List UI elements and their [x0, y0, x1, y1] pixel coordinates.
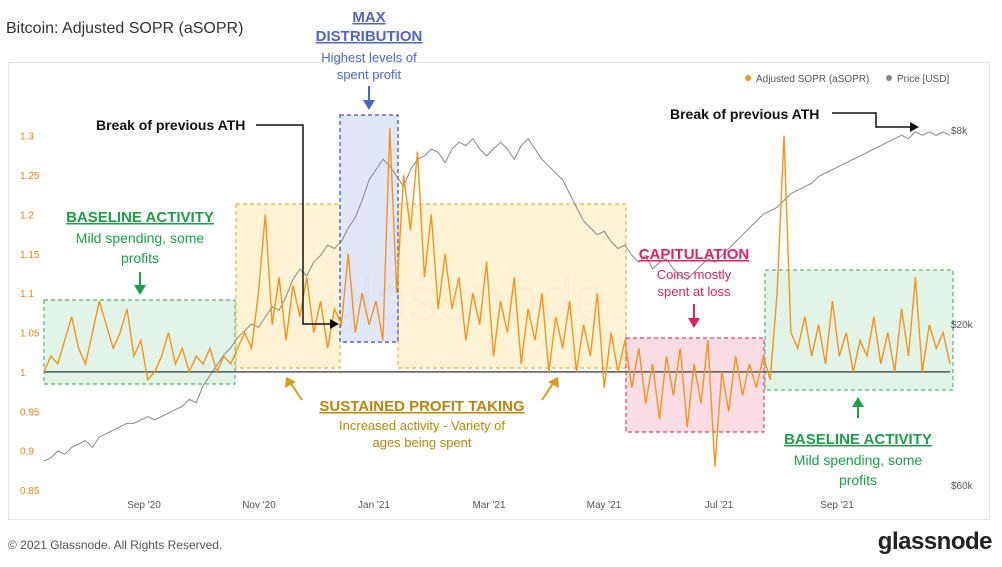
- baseline-left-title: BASELINE ACTIVITY: [66, 209, 214, 226]
- y-axis-right: $8k $20k $60k: [951, 126, 974, 492]
- capitulation-title: CAPITULATION: [639, 246, 750, 263]
- x-tick-label: Jul '21: [705, 500, 734, 511]
- y-left-tick-label: 1.1: [20, 289, 34, 300]
- series-line-sopr: [43, 127, 951, 467]
- profit-sub-2: ages being spent: [372, 435, 471, 450]
- capitulation-region: [625, 337, 765, 433]
- y-left-tick-label: 0.9: [20, 447, 34, 458]
- legend: Adjusted SOPR (aSOPR) Price [USD]: [745, 74, 949, 85]
- maxdist-sub-1: Highest levels of: [321, 50, 417, 65]
- brand-logo: glassnode: [877, 528, 993, 555]
- ath-left-label: Break of previous ATH: [96, 117, 245, 133]
- capitulation-arrowhead-icon: [688, 318, 700, 328]
- capitulation-sub-1: Coins mostly: [657, 267, 732, 282]
- ath-right-arrow-icon: [832, 112, 910, 128]
- y-left-tick-label: 1.15: [20, 250, 40, 261]
- profit-arrowhead-right-icon: [548, 377, 559, 388]
- maxdist-arrowhead-icon: [363, 100, 375, 110]
- legend-marker-price: [886, 75, 892, 81]
- ath-right-arrowhead-icon: [910, 122, 919, 132]
- baseline-right-title: BASELINE ACTIVITY: [784, 431, 932, 448]
- y-left-tick-label: 1: [20, 368, 26, 379]
- baseline-right-arrowhead-icon: [852, 397, 864, 407]
- page-title: Bitcoin: Adjusted SOPR (aSOPR): [6, 20, 244, 37]
- copyright-text: © 2021 Glassnode. All Rights Reserved.: [8, 538, 223, 552]
- series-line-price: [43, 131, 951, 462]
- ath-left-annotation: Break of previous ATH: [96, 117, 339, 329]
- y-left-tick-label: 1.25: [20, 171, 40, 182]
- ath-right-annotation: Break of previous ATH: [670, 106, 919, 132]
- x-tick-label: May '21: [587, 500, 622, 511]
- profit-arrow-left-icon: [289, 381, 303, 401]
- baseline-left-sub-2: profits: [121, 250, 159, 266]
- maxdist-annotation: MAX DISTRIBUTION Highest levels of spent…: [316, 9, 423, 110]
- baseline-left-arrowhead-icon: [134, 285, 146, 295]
- y-left-tick-label: 0.95: [20, 407, 40, 418]
- y-right-tick-label: $8k: [951, 126, 968, 137]
- legend-label-sopr: Adjusted SOPR (aSOPR): [756, 74, 869, 85]
- maxdist-title-1: MAX: [352, 9, 385, 26]
- ath-left-arrowhead-icon: [330, 319, 339, 329]
- x-tick-label: Nov '20: [242, 500, 276, 511]
- baseline-right-annotation: BASELINE ACTIVITY Mild spending, some pr…: [784, 397, 932, 488]
- profit-arrowhead-left-icon: [285, 377, 296, 388]
- legend-label-price: Price [USD]: [897, 74, 949, 85]
- y-right-tick-label: $60k: [951, 481, 974, 492]
- y-left-tick-label: 1.3: [20, 132, 34, 143]
- baseline-left-annotation: BASELINE ACTIVITY Mild spending, some pr…: [66, 209, 214, 295]
- capitulation-annotation: CAPITULATION Coins mostly spent at loss: [639, 246, 750, 328]
- y-left-tick-label: 1.2: [20, 210, 34, 221]
- capitulation-sub-2: spent at loss: [658, 284, 731, 299]
- ath-left-arrow-icon: [256, 124, 330, 325]
- baseline-right-sub-1: Mild spending, some: [794, 452, 923, 468]
- profit-arrow-right-icon: [541, 381, 555, 401]
- x-tick-label: Sep '21: [820, 500, 854, 511]
- y-right-tick-label: $20k: [951, 320, 974, 331]
- maxdist-sub-2: spent profit: [337, 67, 402, 82]
- profit-sub-1: Increased activity - Variety of: [339, 418, 505, 433]
- baseline-right-sub-2: profits: [839, 472, 877, 488]
- y-left-tick-label: 0.85: [20, 486, 40, 497]
- x-tick-label: Sep '20: [127, 500, 161, 511]
- x-tick-label: Jan '21: [358, 500, 390, 511]
- x-tick-label: Mar '21: [472, 500, 505, 511]
- x-axis: Sep '20 Nov '20 Jan '21 Mar '21 May '21 Jul '…: [127, 500, 854, 511]
- profit-region-1: [235, 203, 341, 369]
- legend-marker-sopr: [745, 75, 751, 81]
- y-axis-left: 0.85 0.9 0.95 1 1.05 1.1 1.15 1.2 1.25 1.3: [20, 132, 40, 497]
- baseline-left-sub-1: Mild spending, some: [76, 230, 205, 246]
- y-left-tick-label: 1.05: [20, 329, 40, 340]
- ath-right-label: Break of previous ATH: [670, 106, 819, 122]
- maxdist-title-2: DISTRIBUTION: [316, 28, 423, 45]
- profit-title: SUSTAINED PROFIT TAKING: [319, 398, 524, 415]
- profit-annotation: SUSTAINED PROFIT TAKING Increased activi…: [285, 377, 559, 450]
